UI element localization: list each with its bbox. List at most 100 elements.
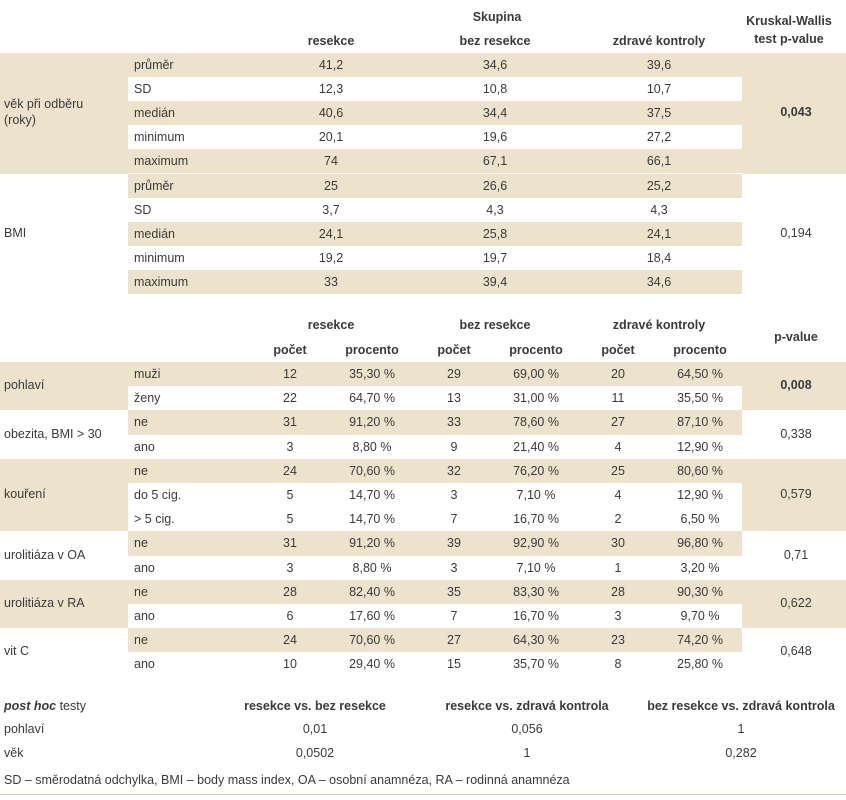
p-value-band: [742, 458, 846, 532]
row-band: [128, 362, 742, 387]
count-value: 15: [447, 657, 461, 672]
p-value: 0,71: [783, 547, 809, 562]
category-label: ne: [134, 633, 148, 648]
row-band: [128, 100, 742, 126]
stat-value: 24,1: [318, 226, 344, 241]
p-value-band: [742, 362, 846, 411]
posthoc-col-3: bez resekce vs. zdravá kontrola: [647, 699, 835, 713]
footnote: SD – směrodatná odchylka, BMI – body mas…: [4, 773, 570, 787]
stat-value: 24,1: [646, 226, 672, 241]
percent-header: procento: [673, 343, 727, 357]
group-label: obezita, BMI > 30: [4, 426, 102, 441]
group-label: urolitiáza v OA: [4, 547, 86, 562]
count-value: 4: [614, 439, 622, 454]
percent-value: 74,20 %: [677, 633, 723, 648]
count-value: 12: [283, 367, 297, 381]
count-header: počet: [273, 343, 307, 357]
count-value: 6: [286, 609, 294, 623]
stat-value: 20,1: [318, 130, 344, 145]
count-value: 30: [611, 536, 625, 551]
percent-value: 7,10 %: [516, 560, 556, 575]
group-label-band: [0, 458, 128, 532]
count-value: 7: [450, 609, 458, 623]
row-band: [128, 458, 742, 483]
count-value: 8: [614, 657, 622, 672]
percent-value: 21,40 %: [513, 439, 559, 454]
percent-value: 14,70 %: [349, 488, 395, 502]
percent-value: 3,20 %: [680, 560, 720, 575]
count-value: 10: [283, 657, 297, 672]
group-label: pohlaví: [4, 378, 45, 393]
stat-value: 10,8: [482, 81, 508, 96]
percent-value: 80,60 %: [677, 463, 723, 478]
stat-label: SD: [134, 202, 152, 217]
stat-label: medián: [134, 105, 175, 120]
stat-value: 41,2: [318, 57, 344, 72]
p-value-header: p-value: [774, 330, 818, 344]
stat-value: 66,1: [646, 154, 672, 169]
posthoc-title: post hoc testy: [4, 699, 86, 713]
group-label: kouření: [4, 487, 46, 502]
p-value: 0,008: [780, 378, 812, 393]
percent-value: 7,10 %: [516, 488, 556, 502]
row-band: [128, 531, 742, 556]
row-band: [128, 579, 742, 604]
percent-value: 87,10 %: [677, 415, 723, 430]
posthoc-row-label: pohlaví: [4, 722, 45, 736]
count-value: 29: [447, 367, 461, 381]
count-value: 3: [286, 560, 294, 575]
percent-value: 64,50 %: [677, 367, 723, 381]
posthoc-title-italic: post hoc: [4, 699, 57, 713]
stat-value: 10,7: [646, 81, 672, 96]
stat-value: 34,4: [482, 105, 508, 120]
percent-value: 96,80 %: [677, 536, 723, 551]
percent-value: 17,60 %: [349, 609, 395, 623]
count-value: 2: [614, 512, 622, 527]
category-label: do 5 cig.: [134, 488, 182, 502]
group-label-band: [0, 52, 128, 174]
posthoc-value: 0,282: [725, 746, 757, 760]
count-value: 3: [450, 488, 458, 502]
stat-value: 4,3: [486, 202, 504, 217]
category-label: > 5 cig.: [134, 512, 175, 527]
stat-value: 39,4: [482, 275, 508, 290]
percent-value: 35,70 %: [513, 657, 559, 672]
percent-value: 16,70 %: [513, 609, 559, 623]
count-value: 3: [286, 439, 294, 454]
percent-value: 29,40 %: [349, 657, 395, 672]
percent-value: 91,20 %: [349, 415, 395, 430]
count-value: 32: [447, 463, 461, 478]
count-value: 28: [611, 584, 625, 599]
group-header: Skupina: [472, 10, 522, 24]
count-header: počet: [601, 343, 635, 357]
percent-value: 16,70 %: [513, 512, 559, 527]
stat-label: minimum: [134, 130, 185, 145]
row-band: [128, 221, 742, 247]
group2-col-resekce: resekce: [307, 318, 355, 332]
category-label: ano: [134, 439, 155, 454]
stat-value: 34,6: [482, 57, 508, 72]
category-label: ne: [134, 463, 148, 478]
stat-value: 25: [324, 178, 338, 193]
percent-value: 8,80 %: [352, 439, 392, 454]
stat-value: 19,6: [482, 130, 508, 145]
category-label: ne: [134, 584, 148, 599]
percent-value: 8,80 %: [352, 560, 392, 575]
count-value: 27: [611, 415, 625, 430]
percent-value: 83,30 %: [513, 584, 559, 599]
stat-value: 12,3: [318, 81, 344, 96]
category-label: ano: [134, 609, 155, 623]
percent-value: 78,60 %: [513, 415, 559, 430]
row-band: [128, 628, 742, 653]
percent-value: 9,70 %: [680, 609, 720, 623]
row-band: [128, 173, 742, 198]
count-value: 4: [614, 488, 622, 502]
count-value: 31: [283, 536, 297, 551]
percent-header: procento: [345, 343, 399, 357]
footnote-rule: [0, 794, 846, 795]
group-label: BMI: [4, 226, 27, 240]
count-value: 31: [283, 415, 297, 430]
stat-value: 25,2: [646, 178, 672, 193]
posthoc-col-1: resekce vs. bez resekce: [244, 699, 386, 713]
posthoc-value: 1: [737, 722, 745, 736]
